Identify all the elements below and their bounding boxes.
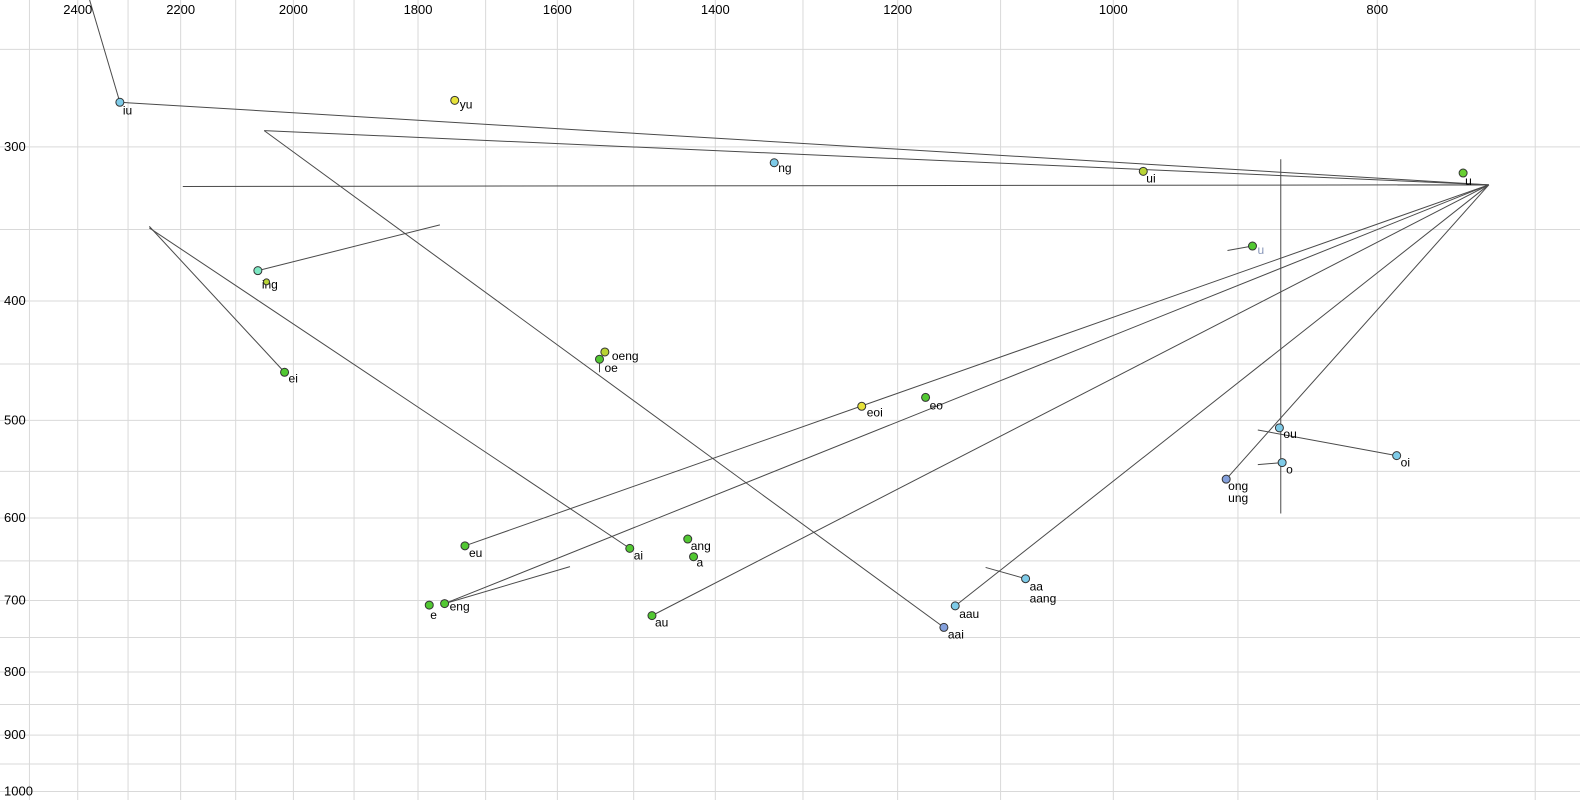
data-point-u-mid[interactable] [1247,241,1257,251]
y-tick-label-500: 500 [4,412,26,427]
x-tick-label-2400: 2400 [63,2,92,17]
point-label-iu: iu [123,103,132,117]
point-label-a: a [697,556,704,570]
trajectory-line-17 [1257,429,1397,457]
point-label-u-mid: u [1257,243,1264,257]
point-label-aang: aang [1030,592,1057,606]
y-tick-label-800: 800 [4,664,26,679]
trajectory-line-0 [89,0,121,103]
point-label-ui: ui [1146,171,1155,185]
x-tick-label-2200: 2200 [166,2,195,17]
trajectory-line-5 [257,224,441,272]
data-point-ai[interactable] [625,543,635,553]
y-tick-label-1000: 1000 [4,784,33,799]
point-label-ang: ang [691,539,711,553]
y-tick-label-300: 300 [4,139,26,154]
trajectory-line-9 [464,184,1489,547]
data-point-ui[interactable] [1138,166,1148,176]
point-label-aai: aai [948,627,964,641]
x-tick-label-1800: 1800 [404,2,433,17]
point-label-oi: oi [1401,456,1410,470]
data-point-eo[interactable] [921,392,931,402]
data-point-aau[interactable] [950,601,960,611]
data-point-oi[interactable] [1392,451,1402,461]
data-point-e[interactable] [424,600,434,610]
point-label-eo: eo [930,398,944,412]
y-tick-label-600: 600 [4,510,26,525]
data-point-oe[interactable] [594,354,604,364]
point-label-aau: aau [959,607,979,621]
trajectory-line-4 [148,226,285,373]
y-tick-label-700: 700 [4,593,26,608]
data-point-u-right[interactable] [1458,168,1468,178]
data-point-au[interactable] [647,611,657,621]
point-label-oe: oe [604,361,618,375]
point-label-o: o [1286,463,1293,477]
point-label-ou: ou [1283,427,1296,441]
trajectory-line-11 [651,184,1490,617]
trajectory-line-13 [263,130,945,628]
y-tick-label-400: 400 [4,293,26,308]
x-tick-label-1400: 1400 [701,2,730,17]
point-label-oeng: oeng [612,349,639,363]
trajectory-line-15 [985,566,1026,580]
point-label-aa: aa [1030,580,1044,594]
trajectory-line-14 [149,227,631,549]
point-label-u-right: u [1465,174,1472,188]
point-label-ung: ung [1228,491,1248,505]
point-label-au: au [655,616,668,630]
data-point-ong[interactable] [1221,474,1231,484]
trajectory-line-2 [182,184,1489,187]
data-point-aai[interactable] [939,622,949,632]
data-point-eoi[interactable] [857,401,867,411]
trajectory-line-12 [954,184,1490,607]
data-point-oeng[interactable] [600,347,610,357]
point-label-eu: eu [469,546,482,560]
x-tick-label-800: 800 [1366,2,1388,17]
x-tick-label-2000: 2000 [279,2,308,17]
trajectory-line-1 [119,101,1489,186]
trajectory-line-3 [264,130,1489,186]
trajectory-line-10 [444,184,1490,605]
trajectory-line-19 [444,566,571,605]
data-point-iu[interactable] [115,97,125,107]
data-point-ang[interactable] [683,534,693,544]
data-point-yu[interactable] [450,95,460,105]
data-point-ou[interactable] [1274,423,1284,433]
data-point-ei[interactable] [280,367,290,377]
point-label-ng: ng [778,161,791,175]
point-label-ong: ong [1228,479,1248,493]
x-tick-label-1600: 1600 [543,2,572,17]
data-point-ng[interactable] [769,158,779,168]
point-label-eoi: eoi [867,405,883,419]
point-label-yu: yu [460,97,473,111]
data-point-ing[interactable] [253,266,263,276]
x-tick-label-1200: 1200 [883,2,912,17]
data-point-eng[interactable] [440,599,450,609]
point-label-e: e [430,608,437,622]
data-point-a[interactable] [689,552,699,562]
data-point-aa[interactable] [1021,574,1031,584]
point-label-eng: eng [450,600,470,614]
trajectory-line-16 [1225,184,1490,480]
point-label-ei: ei [289,371,298,385]
data-point-eu[interactable] [460,541,470,551]
data-point-ing2[interactable] [262,278,270,286]
point-label-ai: ai [634,548,643,562]
x-tick-label-1000: 1000 [1099,2,1128,17]
data-point-o[interactable] [1277,458,1287,468]
y-tick-label-900: 900 [4,727,26,742]
